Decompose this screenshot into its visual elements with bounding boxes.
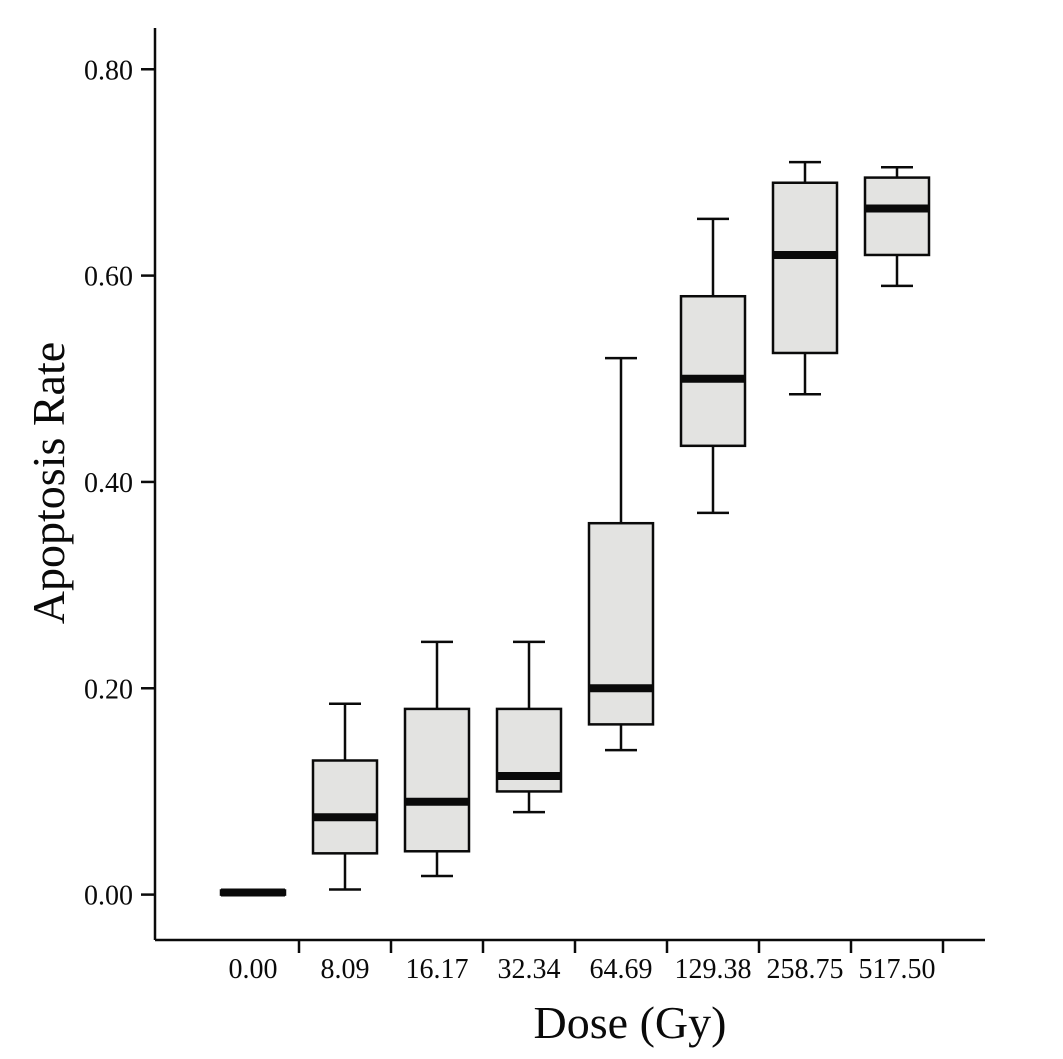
iqr-box [587, 521, 655, 726]
x-tick-label: 64.69 [590, 954, 653, 985]
iqr-box [863, 176, 931, 257]
box-group [771, 160, 839, 396]
y-axis-label: Apoptosis Rate [23, 341, 74, 625]
x-tick-label: 32.34 [498, 954, 561, 985]
iqr-box [311, 759, 379, 855]
y-tick-label: 0.60 [84, 262, 133, 293]
x-tick-label: 0.00 [229, 954, 278, 985]
y-tick-label: 0.80 [84, 55, 133, 86]
iqr-box [679, 294, 747, 448]
box-group [311, 702, 379, 891]
y-tick-label: 0.20 [84, 674, 133, 705]
box-group [219, 888, 287, 897]
y-tick-label: 0.00 [84, 881, 133, 912]
box-group [587, 356, 655, 752]
x-axis-label: Dose (Gy) [533, 997, 727, 1048]
x-tick-label: 129.38 [675, 954, 752, 985]
iqr-box [403, 707, 471, 853]
iqr-box [771, 181, 839, 355]
box-group [863, 166, 931, 288]
x-tick-label: 8.09 [321, 954, 370, 985]
y-tick-label: 0.40 [84, 468, 133, 499]
x-tick-label: 517.50 [859, 954, 936, 985]
x-tick-label: 258.75 [767, 954, 844, 985]
box-group [495, 640, 563, 814]
box-group [679, 217, 747, 515]
x-tick-label: 16.17 [406, 954, 469, 985]
box-group [403, 640, 471, 878]
